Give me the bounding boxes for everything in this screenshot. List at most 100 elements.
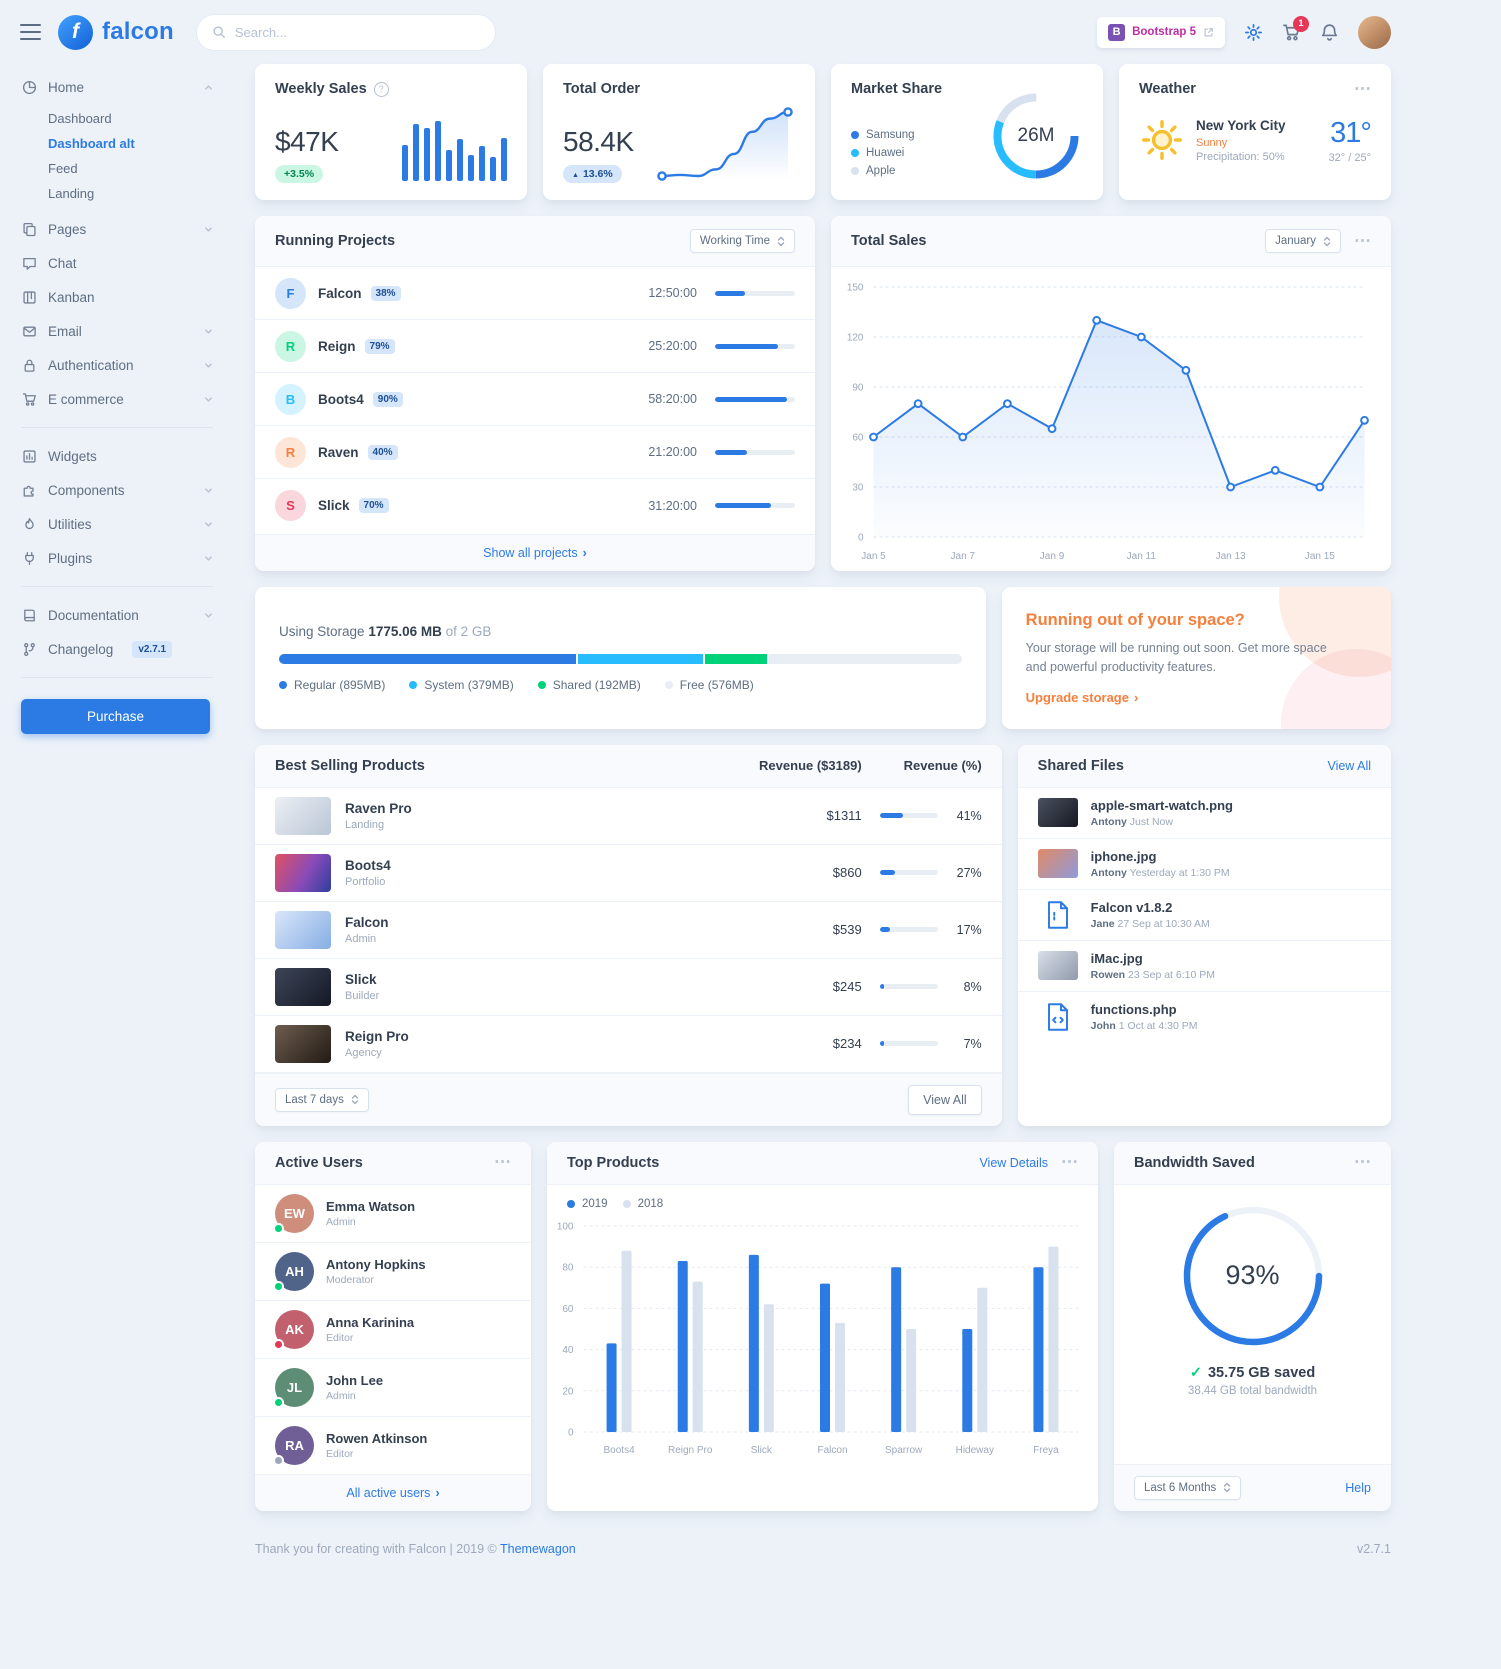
info-icon[interactable] [373,81,389,97]
product-name-link[interactable]: Boots4 [345,857,391,873]
project-list: F Falcon 38% 12:50:00 R Reign 79% 25:20:… [255,267,815,534]
product-revenue: $860 [832,865,862,880]
file-name-link[interactable]: Falcon v1.8.2 [1090,899,1173,915]
sidebar-item-kanban[interactable]: Kanban [21,280,225,314]
brand-logo[interactable]: f falcon [58,14,174,50]
footer-text: Thank you for creating with Falcon | 201… [255,1541,576,1556]
sidebar-item-label: Utilities [48,516,92,532]
project-progress-bar [715,290,795,296]
file-name-link[interactable]: apple-smart-watch.png [1090,797,1233,813]
file-name-link[interactable]: iphone.jpg [1090,848,1157,864]
card-menu-icon[interactable] [1354,1157,1371,1167]
card-menu-icon[interactable] [1354,236,1371,246]
chevron-down-icon [204,327,213,336]
sidebar-item-home[interactable]: Home [21,70,225,104]
help-link[interactable]: Help [1345,1480,1371,1495]
product-thumbnail [275,796,331,835]
card-title: Bandwidth Saved [1134,1154,1255,1171]
sidebar-item-label: Widgets [48,448,97,464]
file-meta: Jane 27 Sep at 10:30 AM [1090,917,1210,930]
legend-label: Shared (192MB) [552,677,641,692]
product-name-link[interactable]: Raven Pro [345,800,412,816]
hamburger-menu-icon[interactable] [20,23,41,41]
file-thumbnail [1037,849,1078,878]
range-select[interactable]: Last 6 Months [1134,1475,1242,1500]
bootstrap-badge[interactable]: B Bootstrap 5 [1097,16,1225,48]
product-name-link[interactable]: Reign Pro [345,1028,409,1044]
card-menu-icon[interactable] [494,1157,511,1167]
settings-gear-button[interactable] [1244,23,1263,42]
sidebar-item-dashboard[interactable]: Dashboard [48,111,112,126]
select-value: Last 6 Months [1144,1481,1217,1494]
bandwidth-percentage: 93% [1225,1260,1280,1290]
legend-item: Regular (895MB) [279,678,385,692]
show-all-projects-link[interactable]: Show all projects [483,546,587,560]
project-name-link[interactable]: Reign [318,338,356,354]
product-name-link[interactable]: Slick [345,971,377,987]
user-name-link[interactable]: Rowen Atkinson [326,1430,428,1446]
user-name-link[interactable]: Anna Karinina [326,1314,415,1330]
user-name-link[interactable]: Emma Watson [326,1198,416,1214]
period-select[interactable]: Last 7 days [275,1087,369,1112]
project-progress-badge: 40% [367,444,398,460]
cart-button[interactable]: 1 [1282,15,1309,42]
search-input[interactable] [234,24,480,40]
sidebar-item-pages[interactable]: Pages [21,212,225,246]
themewagon-link[interactable]: Themewagon [500,1541,576,1556]
upgrade-storage-link[interactable]: Upgrade storage [1026,690,1139,705]
check-icon [1190,1365,1202,1381]
notifications-button[interactable] [1320,23,1339,42]
user-avatar[interactable] [1358,15,1391,49]
sidebar-item-documentation[interactable]: Documentation [21,598,225,632]
sidebar-item-components[interactable]: Components [21,473,225,507]
project-progress-fill [715,343,779,349]
view-details-link[interactable]: View Details [979,1155,1048,1170]
svg-text:Freya: Freya [1033,1445,1059,1456]
product-category: Builder [345,989,380,1002]
weather-city: New York City [1196,117,1286,133]
user-name-link[interactable]: John Lee [326,1372,384,1388]
total-order-badge-value: 13.6% [582,168,613,180]
sidebar-item-authentication[interactable]: Authentication [21,348,225,382]
project-name-link[interactable]: Slick [318,498,350,513]
sidebar-item-landing[interactable]: Landing [48,186,95,201]
project-name-link[interactable]: Raven [318,444,359,460]
file-name-link[interactable]: iMac.jpg [1090,950,1143,966]
status-dot [273,1222,284,1234]
sidebar-item-chat[interactable]: Chat [21,246,225,280]
card-menu-icon[interactable] [1354,84,1371,94]
sidebar-item-ecommerce[interactable]: E commerce [21,382,225,416]
sidebar-item-utilities[interactable]: Utilities [21,507,225,541]
svg-text:20: 20 [562,1386,574,1397]
user-name-link[interactable]: Antony Hopkins [326,1256,426,1272]
legend-label: Regular (895MB) [294,677,386,692]
product-thumbnail [275,967,331,1006]
working-time-select[interactable]: Working Time [689,229,795,253]
market-share-donut: 26M [989,89,1083,183]
file-name-link[interactable]: functions.php [1090,1001,1177,1017]
product-row: Reign Pro Agency $234 7% [255,1016,1002,1073]
sidebar-item-email[interactable]: Email [21,314,225,348]
view-all-link[interactable]: View All [1327,758,1371,773]
card-menu-icon[interactable] [1061,1157,1078,1167]
weekly-sales-chart [402,119,507,183]
legend-label: System (379MB) [424,677,514,692]
purchase-button[interactable]: Purchase [21,699,210,734]
user-role: Admin [326,1389,356,1402]
chevron-down-icon [204,486,213,495]
sidebar-item-plugins[interactable]: Plugins [21,541,225,575]
project-name-link[interactable]: Falcon [318,285,362,301]
sidebar-item-widgets[interactable]: Widgets [21,439,225,473]
sidebar-divider [21,677,213,678]
view-all-button[interactable]: View All [908,1084,982,1115]
project-name-link[interactable]: Boots4 [318,391,364,407]
sidebar-item-dashboard-alt[interactable]: Dashboard alt [48,136,135,151]
status-dot [273,1338,284,1350]
product-name-link[interactable]: Falcon [345,914,389,930]
all-active-users-link[interactable]: All active users [346,1486,439,1500]
sidebar-item-changelog[interactable]: Changelog v2.7.1 [21,632,225,666]
select-value: Working Time [699,235,770,247]
sort-arrows-icon [777,236,785,246]
month-select[interactable]: January [1265,229,1341,253]
sidebar-item-feed[interactable]: Feed [48,161,78,176]
